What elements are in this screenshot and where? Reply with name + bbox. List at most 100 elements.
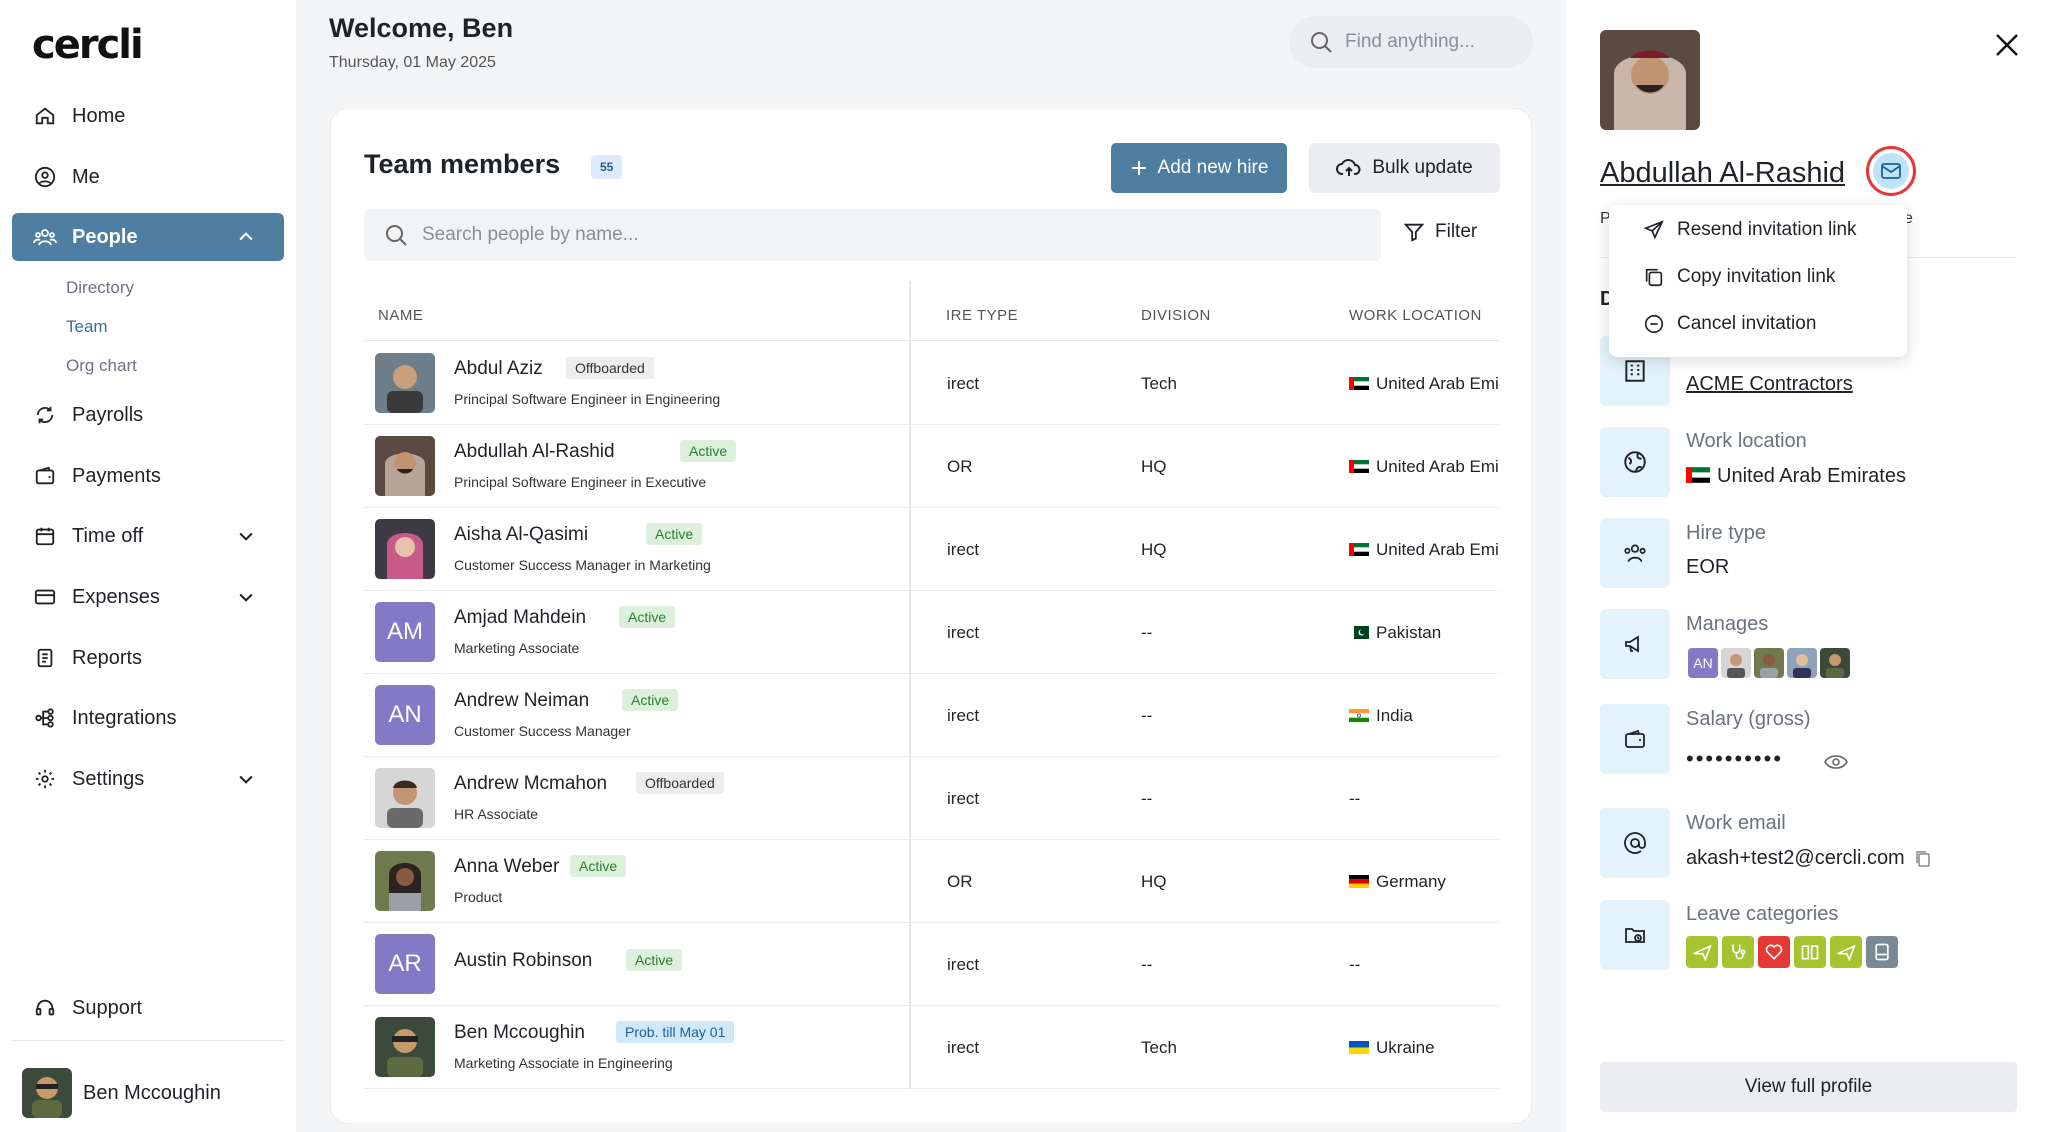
column-divider[interactable] xyxy=(909,281,911,1089)
person-role: Principal Software Engineer in Executive xyxy=(454,474,707,490)
nav-home-label: Home xyxy=(72,104,126,127)
chevron-down-icon[interactable] xyxy=(236,526,256,546)
people-search-input[interactable] xyxy=(422,224,1322,246)
subnav-org-chart[interactable]: Org chart xyxy=(66,356,137,375)
person-name[interactable]: Abdul Aziz xyxy=(454,358,543,379)
hire-type-value: EOR xyxy=(1686,556,1730,578)
close-icon[interactable] xyxy=(1990,28,2024,62)
tablet-icon[interactable] xyxy=(1866,936,1898,968)
column-name[interactable]: NAME xyxy=(378,307,424,324)
nav-me[interactable]: Me xyxy=(12,153,284,201)
invitation-dropdown-menu: Resend invitation link Copy invitation l… xyxy=(1609,205,1907,357)
manages-label: Manages xyxy=(1686,613,1769,635)
person-name[interactable]: Andrew Mcmahon xyxy=(454,773,608,794)
invitation-menu-button[interactable] xyxy=(1866,146,1916,196)
column-hire-type[interactable]: IRE TYPE xyxy=(946,307,1019,324)
avatar[interactable] xyxy=(1787,648,1817,678)
nav-integrations[interactable]: Integrations xyxy=(12,694,284,742)
avatar[interactable]: AN xyxy=(1688,648,1718,678)
heart-icon[interactable] xyxy=(1758,936,1790,968)
person-name[interactable]: Aisha Al-Qasimi xyxy=(454,524,589,545)
filter-icon xyxy=(1403,221,1425,243)
person-name[interactable]: Ben Mccoughin xyxy=(454,1022,585,1043)
table-row[interactable]: Anna Weber Active Product OR HQ Germany xyxy=(364,840,1499,923)
user-name[interactable]: Ben Mccoughin xyxy=(83,1082,221,1104)
profile-name[interactable]: Abdullah Al-Rashid xyxy=(1600,157,1846,189)
nav-me-label: Me xyxy=(72,165,100,188)
filter-button[interactable]: Filter xyxy=(1403,221,1477,243)
person-name[interactable]: Andrew Neiman xyxy=(454,690,590,711)
avatar[interactable] xyxy=(1820,648,1850,678)
table-row[interactable]: Abdullah Al-Rashid Active Principal Soft… xyxy=(364,425,1499,508)
nav-expenses[interactable]: Expenses xyxy=(12,573,284,621)
nav-reports[interactable]: Reports xyxy=(12,634,284,682)
hire-type-cell: irect xyxy=(947,623,980,642)
table-row[interactable]: AM Amjad Mahdein Active Marketing Associ… xyxy=(364,591,1499,674)
work-location-text: Ukraine xyxy=(1376,1038,1435,1057)
cancel-invitation-item[interactable]: Cancel invitation xyxy=(1643,313,1816,335)
person-name[interactable]: Austin Robinson xyxy=(454,950,593,971)
bulk-update-button[interactable]: Bulk update xyxy=(1309,143,1500,193)
division-cell: -- xyxy=(1141,706,1153,725)
division-cell: HQ xyxy=(1141,872,1167,891)
status-badge: Active xyxy=(646,523,703,545)
resend-invitation-item[interactable]: Resend invitation link xyxy=(1643,219,1857,241)
subnav-directory[interactable]: Directory xyxy=(66,278,135,297)
table-row[interactable]: Aisha Al-Qasimi Active Customer Success … xyxy=(364,508,1499,591)
subnav-team[interactable]: Team xyxy=(66,317,108,336)
table-row[interactable]: AR Austin Robinson Active irect -- -- xyxy=(364,923,1499,1006)
app-logo: cercli xyxy=(32,22,144,68)
nav-payments[interactable]: Payments xyxy=(12,452,284,500)
megaphone-icon xyxy=(1600,609,1670,679)
company-link[interactable]: ACME Contractors xyxy=(1686,373,1853,395)
copy-invitation-label: Copy invitation link xyxy=(1677,266,1836,287)
avatar xyxy=(375,436,435,496)
global-search[interactable] xyxy=(1289,16,1533,68)
user-avatar[interactable] xyxy=(22,1068,72,1118)
tab-fragment-left[interactable]: P xyxy=(1600,210,1611,227)
person-role: Product xyxy=(454,889,503,905)
book-icon[interactable] xyxy=(1794,936,1826,968)
salary-label: Salary (gross) xyxy=(1686,708,1811,730)
chevron-up-icon[interactable] xyxy=(236,227,256,247)
nav-people[interactable]: People xyxy=(12,213,284,261)
plane-icon[interactable] xyxy=(1830,936,1862,968)
view-full-profile-button[interactable]: View full profile xyxy=(1600,1062,2017,1112)
table-row[interactable]: Andrew Mcmahon Offboarded HR Associate i… xyxy=(364,757,1499,840)
nav-payrolls[interactable]: Payrolls xyxy=(12,391,284,439)
people-search[interactable] xyxy=(364,209,1381,261)
avatar[interactable] xyxy=(1721,648,1751,678)
table-row[interactable]: Ben Mccoughin Prob. till May 01 Marketin… xyxy=(364,1006,1499,1089)
user-circle-icon xyxy=(32,164,58,190)
india-flag-icon xyxy=(1349,709,1369,722)
nav-home[interactable]: Home xyxy=(12,92,284,140)
division-cell: -- xyxy=(1141,623,1153,642)
nav-settings[interactable]: Settings xyxy=(12,755,284,803)
stethoscope-icon[interactable] xyxy=(1722,936,1754,968)
chevron-down-icon[interactable] xyxy=(236,587,256,607)
sidebar-divider xyxy=(12,1040,284,1041)
work-location-label: Work location xyxy=(1686,430,1807,452)
work-location-cell: -- xyxy=(1349,789,1361,808)
eye-icon[interactable] xyxy=(1824,752,1848,772)
avatar: AR xyxy=(375,934,435,994)
chevron-down-icon[interactable] xyxy=(236,769,256,789)
copy-invitation-item[interactable]: Copy invitation link xyxy=(1643,266,1835,288)
copy-icon xyxy=(1643,266,1665,288)
person-name[interactable]: Amjad Mahdein xyxy=(454,607,587,628)
division-cell: -- xyxy=(1141,789,1153,808)
global-search-input[interactable] xyxy=(1345,31,1515,53)
column-division[interactable]: DIVISION xyxy=(1141,307,1211,324)
copy-icon[interactable] xyxy=(1915,850,1931,868)
person-name[interactable]: Abdullah Al-Rashid xyxy=(454,441,615,462)
nav-support[interactable]: Support xyxy=(12,984,284,1032)
nav-time-off[interactable]: Time off xyxy=(12,512,284,560)
person-role: Principal Software Engineer in Engineeri… xyxy=(454,391,721,407)
table-row[interactable]: AN Andrew Neiman Active Customer Success… xyxy=(364,674,1499,757)
avatar[interactable] xyxy=(1754,648,1784,678)
person-name[interactable]: Anna Weber xyxy=(454,856,560,877)
plane-icon[interactable] xyxy=(1686,936,1718,968)
add-new-hire-button[interactable]: Add new hire xyxy=(1111,143,1287,193)
column-work-location[interactable]: WORK LOCATION xyxy=(1349,307,1482,324)
table-row[interactable]: Abdul Aziz Offboarded Principal Software… xyxy=(364,342,1499,425)
